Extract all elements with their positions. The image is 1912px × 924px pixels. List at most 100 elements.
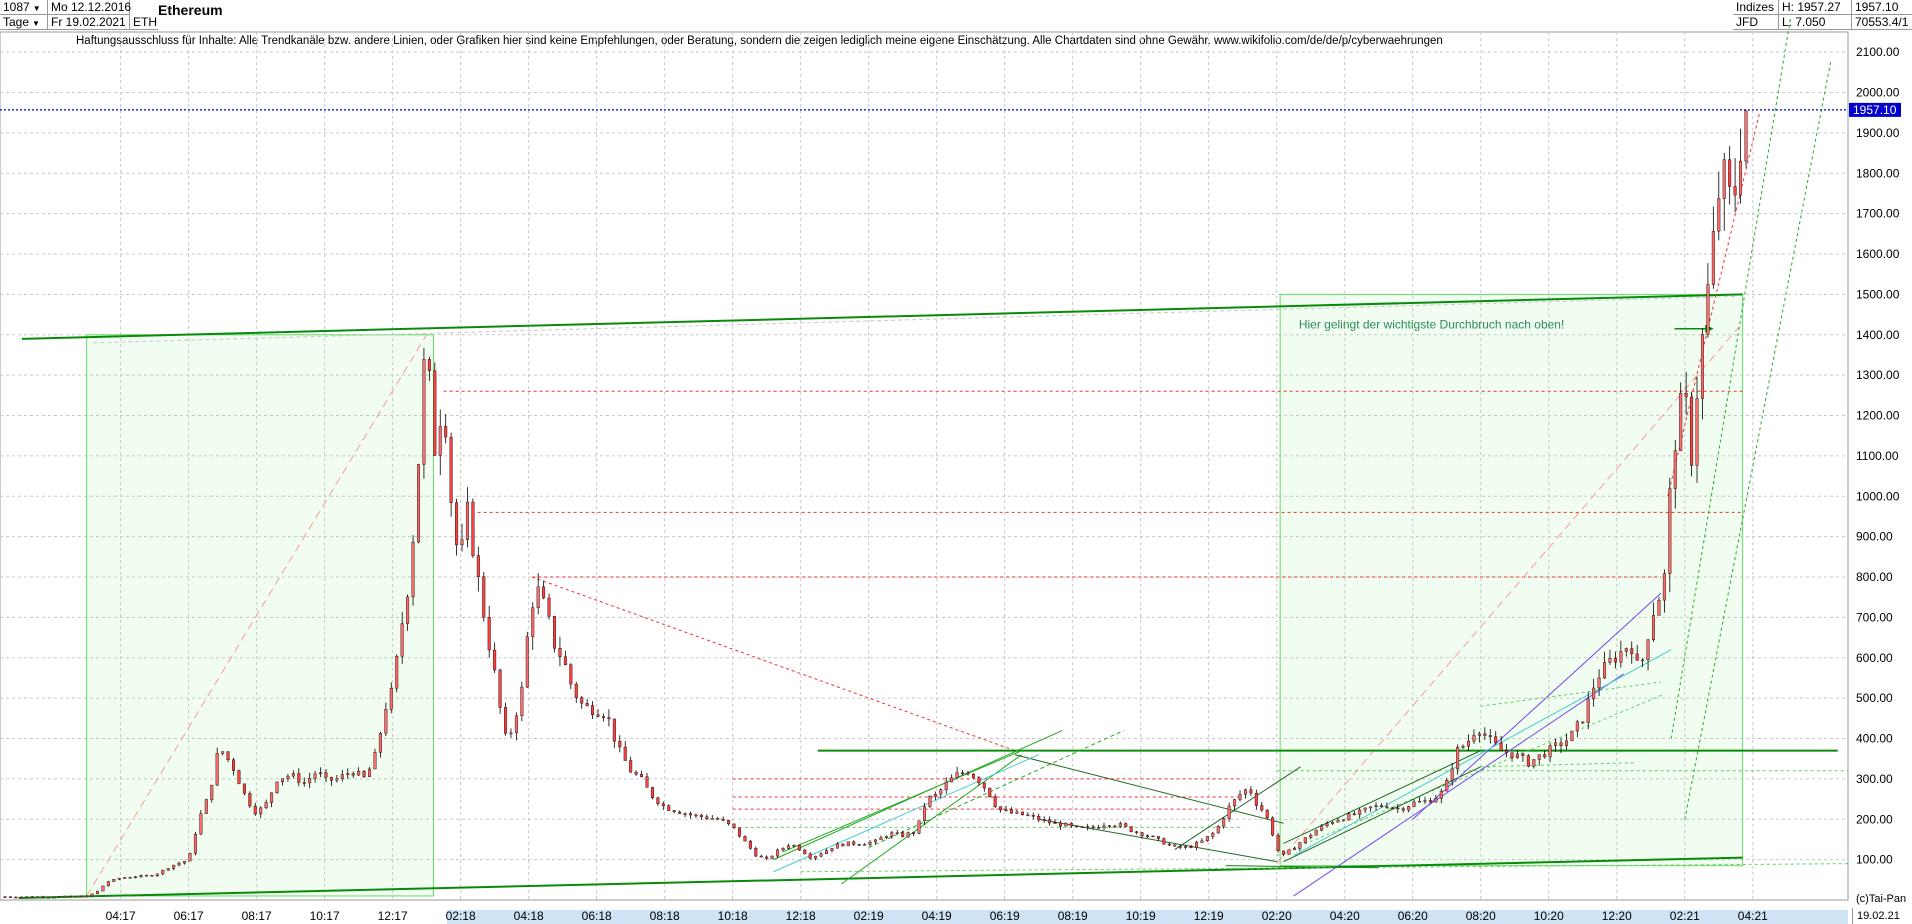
purple-channel-high: [1412, 592, 1662, 820]
candle-body: [1075, 825, 1079, 827]
candle-body: [955, 772, 959, 778]
candle-body: [993, 796, 997, 807]
candle-body: [85, 895, 89, 898]
candle-body: [270, 792, 274, 803]
candle-body: [1537, 754, 1541, 760]
parabola-2017: [86, 334, 428, 897]
candle-body: [1042, 819, 1046, 821]
candle-body: [1097, 827, 1101, 829]
candle-body: [1064, 822, 1068, 827]
candle-body: [1597, 677, 1601, 689]
candle-body: [449, 436, 453, 503]
cyan-line: [1293, 649, 1672, 857]
candle-body: [117, 878, 121, 880]
candle-body: [1564, 740, 1568, 746]
candle-body: [1167, 843, 1171, 846]
candle-body: [1401, 808, 1405, 811]
candle-body: [1700, 334, 1704, 399]
candle-body: [1053, 822, 1057, 824]
candle-body: [1216, 826, 1220, 834]
candle-body: [743, 836, 747, 842]
candle-body: [656, 797, 660, 804]
candle-body: [1684, 393, 1688, 398]
support-480: [1480, 681, 1662, 707]
candle-body: [596, 714, 600, 717]
candle-body: [1331, 821, 1335, 824]
candle-body: [1140, 832, 1144, 836]
fan-line: [783, 750, 1022, 853]
exchange-indices: Indizes: [1733, 0, 1779, 15]
candle-body: [509, 732, 513, 735]
count-selector[interactable]: 1087 ▼: [0, 0, 48, 15]
candle-body: [215, 753, 219, 786]
candle-body: [1418, 801, 1422, 803]
x-tick-label: 10:18: [718, 909, 748, 923]
candle-body: [36, 896, 40, 898]
candle-body: [1619, 651, 1623, 663]
candle-body: [155, 873, 159, 877]
candle-body: [1695, 398, 1699, 466]
candle-body: [291, 773, 295, 777]
candle-body: [210, 784, 214, 800]
candle-body: [1423, 800, 1427, 802]
candle-body: [580, 697, 584, 704]
candle-body: [482, 576, 486, 618]
channel-box-2020: [1279, 293, 1744, 867]
y-tick-label: 2000.00: [1856, 86, 1900, 100]
chevron-down-icon: ▼: [32, 19, 40, 28]
candle-body: [411, 541, 415, 598]
upper-trend-shadow: [93, 295, 1736, 344]
candle-body: [1303, 837, 1307, 843]
candle-body: [961, 772, 965, 774]
candle-body: [280, 778, 284, 783]
candle-body: [465, 501, 469, 540]
candle-body: [950, 777, 954, 783]
y-tick-label: 1300.00: [1856, 368, 1900, 382]
candle-body: [1336, 820, 1340, 823]
x-tick-label: 06:17: [174, 909, 204, 923]
candle-body: [335, 778, 339, 781]
candle-body: [101, 885, 105, 892]
candle-body: [1124, 823, 1128, 827]
start-date: Mo 12.12.2016: [48, 0, 131, 15]
candle-body: [68, 895, 72, 898]
support-330: [1480, 762, 1634, 768]
candle-body: [1494, 736, 1498, 744]
candle-body: [1162, 838, 1166, 845]
x-tick-label: 04:19: [922, 909, 952, 923]
candle-body: [166, 868, 170, 871]
candle-body: [63, 895, 67, 898]
candle-body: [1020, 811, 1024, 816]
candle-body: [1570, 730, 1574, 742]
candle-body: [1058, 822, 1062, 827]
period-selector[interactable]: Tage ▼: [0, 15, 48, 30]
x-tick-label: 12:19: [1194, 909, 1224, 923]
candle-body: [1657, 599, 1661, 616]
candle-body: [536, 586, 540, 608]
candle-body: [1031, 815, 1035, 817]
candle-body: [357, 770, 361, 776]
candle-body: [558, 648, 562, 657]
grid-lines: [0, 31, 1849, 901]
x-tick-label: 06:20: [1398, 909, 1428, 923]
candle-body: [368, 768, 372, 777]
candle-body: [57, 896, 61, 898]
candle-body: [721, 818, 725, 821]
candle-body: [1483, 733, 1487, 736]
x-tick-label: 04:17: [106, 909, 136, 923]
candle-body: [982, 782, 986, 789]
y-tick-label: 200.00: [1856, 812, 1893, 826]
candle-body: [324, 772, 328, 778]
wedge-line: [1014, 754, 1284, 824]
candle-body: [384, 709, 388, 734]
candle-body: [873, 839, 877, 843]
candle-body: [808, 853, 812, 859]
candle-body: [1146, 835, 1150, 837]
candle-body: [1630, 648, 1634, 655]
candle-body: [563, 656, 567, 665]
low-value: L: 7.050: [1779, 15, 1852, 30]
candle-body: [248, 793, 252, 807]
candle-body: [650, 787, 654, 799]
candle-body: [1091, 826, 1095, 828]
